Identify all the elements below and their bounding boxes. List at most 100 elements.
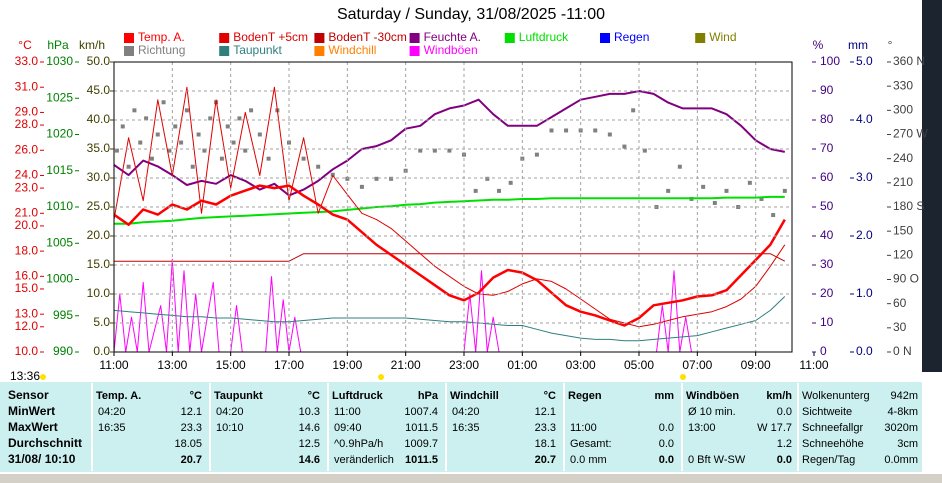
cell-text: ^0.9hPa/h <box>334 438 383 450</box>
cell-text: 10:10 <box>216 422 244 434</box>
direction-point <box>534 152 539 157</box>
y-tick-label: 240 <box>893 151 913 165</box>
y-tick-label: 100 <box>820 54 840 68</box>
y-tick-label: 360 N <box>893 54 925 68</box>
legend-label: Taupunkt <box>233 43 282 57</box>
y-tick-label: 35.0 <box>87 141 111 155</box>
cell-text: 13:00 <box>688 422 716 434</box>
summary-panel <box>0 382 922 472</box>
column-header: Luftdruck <box>332 390 384 402</box>
series-line <box>114 195 785 225</box>
direction-point <box>549 128 554 133</box>
direction-point <box>642 148 647 153</box>
direction-point <box>144 116 149 121</box>
extra-label: Schneefallgr <box>802 422 863 434</box>
y-tick-label: 15.0 <box>87 257 111 271</box>
cell-text: 0.0 mm <box>570 454 607 466</box>
extra-value: 4-8km <box>887 406 918 418</box>
cell-text: 0 Bft W-SW <box>688 454 746 466</box>
y-tick-label: 3.0 <box>856 170 873 184</box>
y-tick-label: 10.0 <box>87 286 111 300</box>
direction-point <box>237 116 242 121</box>
y-tick-label: 16.0 <box>15 269 39 283</box>
x-tick-label: 11:00 <box>99 358 128 372</box>
y-tick-label: 70 <box>820 141 834 155</box>
y-tick-label: 990 <box>53 344 73 358</box>
y-tick-label: 330 <box>893 78 913 92</box>
marker <box>40 374 46 380</box>
y-tick-label: 90 O <box>893 272 919 286</box>
axis-unit: hPa <box>47 38 69 52</box>
y-tick-label: 1010 <box>46 199 73 213</box>
x-tick-label: 05:00 <box>624 358 654 372</box>
direction-point <box>607 132 612 137</box>
y-tick-label: 210 <box>893 175 913 189</box>
y-tick-label: 60 <box>893 296 907 310</box>
y-tick-label: 26.0 <box>15 142 39 156</box>
cell-text: 11:00 <box>334 406 361 418</box>
y-tick-label: 40.0 <box>87 112 111 126</box>
y-tick-label: 0.0 <box>856 344 873 358</box>
y-tick-label: 120 <box>893 248 913 262</box>
y-tick-label: 1030 <box>46 54 73 68</box>
extra-label: Sichtweite <box>802 406 852 418</box>
legend-label: BodenT +5cm <box>233 30 308 44</box>
cell-value: 12.1 <box>535 406 556 418</box>
direction-point <box>677 164 682 169</box>
y-tick-label: 25.0 <box>87 199 111 213</box>
y-tick-label: 40 <box>820 228 834 242</box>
legend-swatch <box>219 33 230 43</box>
y-tick-label: 270 W <box>893 127 928 141</box>
legend-label: Regen <box>614 30 649 44</box>
y-tick-label: 50 <box>820 199 834 213</box>
extra-value: 0.0mm <box>884 454 918 466</box>
direction-point <box>447 148 452 153</box>
legend-label: Windchill <box>328 43 376 57</box>
direction-point <box>631 108 636 113</box>
y-tick-label: 50.0 <box>87 54 111 68</box>
direction-point <box>432 148 437 153</box>
legend-swatch <box>504 33 515 43</box>
cell-value: 14.6 <box>299 454 320 466</box>
legend-label: BodenT -30cm <box>328 30 407 44</box>
x-tick-label: 17:00 <box>274 358 304 372</box>
chart-title: Saturday / Sunday, 31/08/2025 -11:00 <box>337 6 605 23</box>
y-tick-label: 1025 <box>46 90 73 104</box>
axis-unit: mm <box>848 38 868 52</box>
direction-point <box>266 156 271 161</box>
direction-point <box>114 148 119 153</box>
direction-point <box>120 124 125 129</box>
cell-text: veränderlich <box>334 454 394 466</box>
direction-point <box>202 148 207 153</box>
direction-point <box>389 176 394 181</box>
y-tick-label: 30.0 <box>87 170 111 184</box>
cell-value: 20.7 <box>181 454 202 466</box>
x-tick-label: 21:00 <box>391 358 421 372</box>
y-tick-label: 995 <box>53 308 73 322</box>
series-line <box>114 184 786 327</box>
direction-point <box>666 188 671 193</box>
direction-point <box>782 188 787 193</box>
column-header: Windböen <box>686 390 739 402</box>
extra-value: 3020m <box>884 422 918 434</box>
extra-value: 942m <box>890 390 918 402</box>
legend-label: Temp. A. <box>138 30 185 44</box>
extra-label: Wolkenunterg <box>802 390 870 402</box>
row-label: MinWert <box>8 404 55 418</box>
cell-value: 1.2 <box>777 438 792 450</box>
direction-point <box>208 116 213 121</box>
direction-point <box>161 100 166 105</box>
y-tick-label: 5.0 <box>856 54 873 68</box>
direction-point <box>173 124 178 129</box>
legend-label: Feuchte A. <box>424 30 481 44</box>
direction-point <box>196 132 201 137</box>
x-tick-label: 09:00 <box>741 358 771 372</box>
y-tick-label: 1020 <box>46 127 73 141</box>
column-unit: °C <box>308 390 320 402</box>
direction-point <box>508 180 513 185</box>
column-unit: km/h <box>766 390 792 402</box>
y-tick-label: 23.0 <box>15 180 39 194</box>
y-tick-label: 150 <box>893 223 913 237</box>
direction-point <box>473 188 478 193</box>
cell-text: 04:20 <box>98 406 126 418</box>
